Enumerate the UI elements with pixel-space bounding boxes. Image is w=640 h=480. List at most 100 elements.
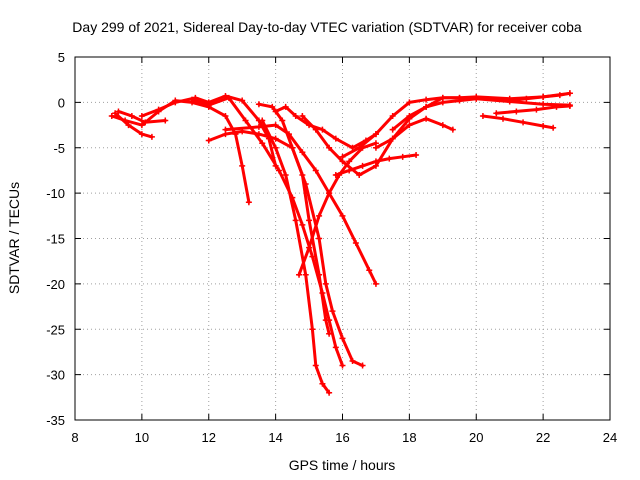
data-point-marker	[326, 190, 333, 197]
data-point-marker	[309, 326, 316, 333]
data-point-marker	[222, 112, 229, 119]
data-point-marker	[299, 221, 306, 228]
data-point-marker	[359, 162, 366, 169]
data-point-marker	[275, 167, 282, 174]
data-point-marker	[155, 106, 162, 113]
data-point-marker	[255, 123, 262, 130]
data-point-marker	[550, 124, 557, 131]
data-point-marker	[500, 115, 506, 122]
y-tick-label: -15	[46, 232, 65, 247]
data-point-marker	[389, 135, 396, 142]
y-axis-label: SDTVAR / TECUs	[6, 182, 22, 294]
y-tick-label: -10	[46, 186, 65, 201]
x-tick-label: 20	[469, 430, 483, 445]
data-point-marker	[302, 271, 309, 278]
data-point-marker	[389, 112, 396, 119]
data-point-marker	[299, 112, 306, 119]
data-point-marker	[299, 149, 306, 156]
data-point-marker	[372, 131, 379, 138]
data-point-marker	[272, 135, 279, 142]
x-tick-label: 22	[536, 430, 550, 445]
data-point-marker	[316, 271, 323, 278]
data-point-marker	[245, 199, 252, 206]
data-point-marker	[312, 362, 319, 369]
data-point-marker	[493, 110, 500, 117]
data-point-marker	[312, 167, 319, 174]
data-point-marker	[302, 181, 309, 188]
chart-title: Day 299 of 2021, Sidereal Day-to-day VTE…	[72, 19, 582, 35]
data-point-marker	[162, 117, 169, 124]
data-point-marker	[332, 171, 339, 178]
data-point-marker	[540, 101, 547, 108]
x-tick-label: 24	[603, 430, 617, 445]
data-series	[108, 90, 573, 396]
series-track-3	[117, 109, 167, 124]
data-point-marker	[272, 122, 279, 129]
data-point-marker	[322, 280, 329, 287]
data-point-marker	[329, 308, 336, 315]
data-point-marker	[479, 112, 486, 119]
data-point-marker	[138, 112, 145, 119]
data-point-marker	[346, 158, 353, 165]
y-tick-label: -5	[53, 141, 65, 156]
data-point-marker	[108, 112, 115, 119]
data-point-marker	[289, 144, 296, 151]
data-point-marker	[316, 235, 323, 242]
data-point-marker	[255, 101, 262, 108]
data-point-marker	[326, 330, 333, 337]
data-point-marker	[306, 217, 313, 224]
data-point-marker	[423, 103, 430, 110]
x-tick-label: 16	[335, 430, 349, 445]
data-point-marker	[115, 108, 122, 115]
data-point-marker	[322, 317, 329, 324]
data-point-marker	[239, 97, 246, 104]
data-point-marker	[292, 217, 299, 224]
data-point-marker	[189, 96, 196, 103]
data-point-marker	[349, 358, 356, 365]
data-point-marker	[413, 152, 420, 159]
data-point-marker	[456, 97, 463, 104]
data-point-marker	[439, 122, 446, 129]
data-point-marker	[506, 97, 513, 104]
data-point-marker	[306, 244, 313, 251]
data-point-marker	[339, 362, 346, 369]
data-point-marker	[356, 171, 363, 178]
data-point-marker	[372, 144, 379, 151]
data-point-marker	[473, 95, 480, 102]
y-tick-label: -25	[46, 322, 65, 337]
data-point-marker	[242, 117, 249, 124]
axis-ticks: 8 10 12 14 16 18 20 22 24 -35 -30 -25 -20 -15 -10 -5 0 5	[46, 50, 617, 445]
data-point-marker	[259, 117, 266, 124]
data-point-marker	[356, 144, 363, 151]
data-point-marker	[222, 126, 229, 133]
data-point-marker	[259, 140, 266, 147]
data-point-marker	[513, 108, 520, 115]
data-point-marker	[205, 137, 212, 144]
data-point-marker	[332, 344, 339, 351]
data-point-marker	[339, 335, 346, 342]
data-point-marker	[312, 126, 319, 133]
data-point-marker	[279, 117, 286, 124]
data-point-marker	[326, 144, 333, 151]
data-point-marker	[272, 108, 279, 115]
y-tick-label: -35	[46, 413, 65, 428]
data-point-marker	[225, 94, 232, 101]
data-point-marker	[142, 119, 149, 126]
data-point-marker	[138, 131, 145, 138]
data-point-marker	[449, 126, 456, 133]
data-point-marker	[172, 99, 179, 106]
data-point-marker	[553, 103, 560, 110]
data-point-marker	[366, 267, 373, 274]
data-point-marker	[319, 380, 326, 387]
series-track-2	[113, 111, 154, 139]
x-tick-label: 12	[202, 430, 216, 445]
data-point-marker	[556, 92, 563, 99]
data-point-marker	[148, 133, 155, 140]
data-point-marker	[339, 212, 346, 219]
data-point-marker	[533, 106, 540, 113]
y-tick-label: -30	[46, 368, 65, 383]
data-point-marker	[255, 131, 262, 138]
x-tick-label: 18	[402, 430, 416, 445]
data-point-marker	[386, 155, 393, 162]
